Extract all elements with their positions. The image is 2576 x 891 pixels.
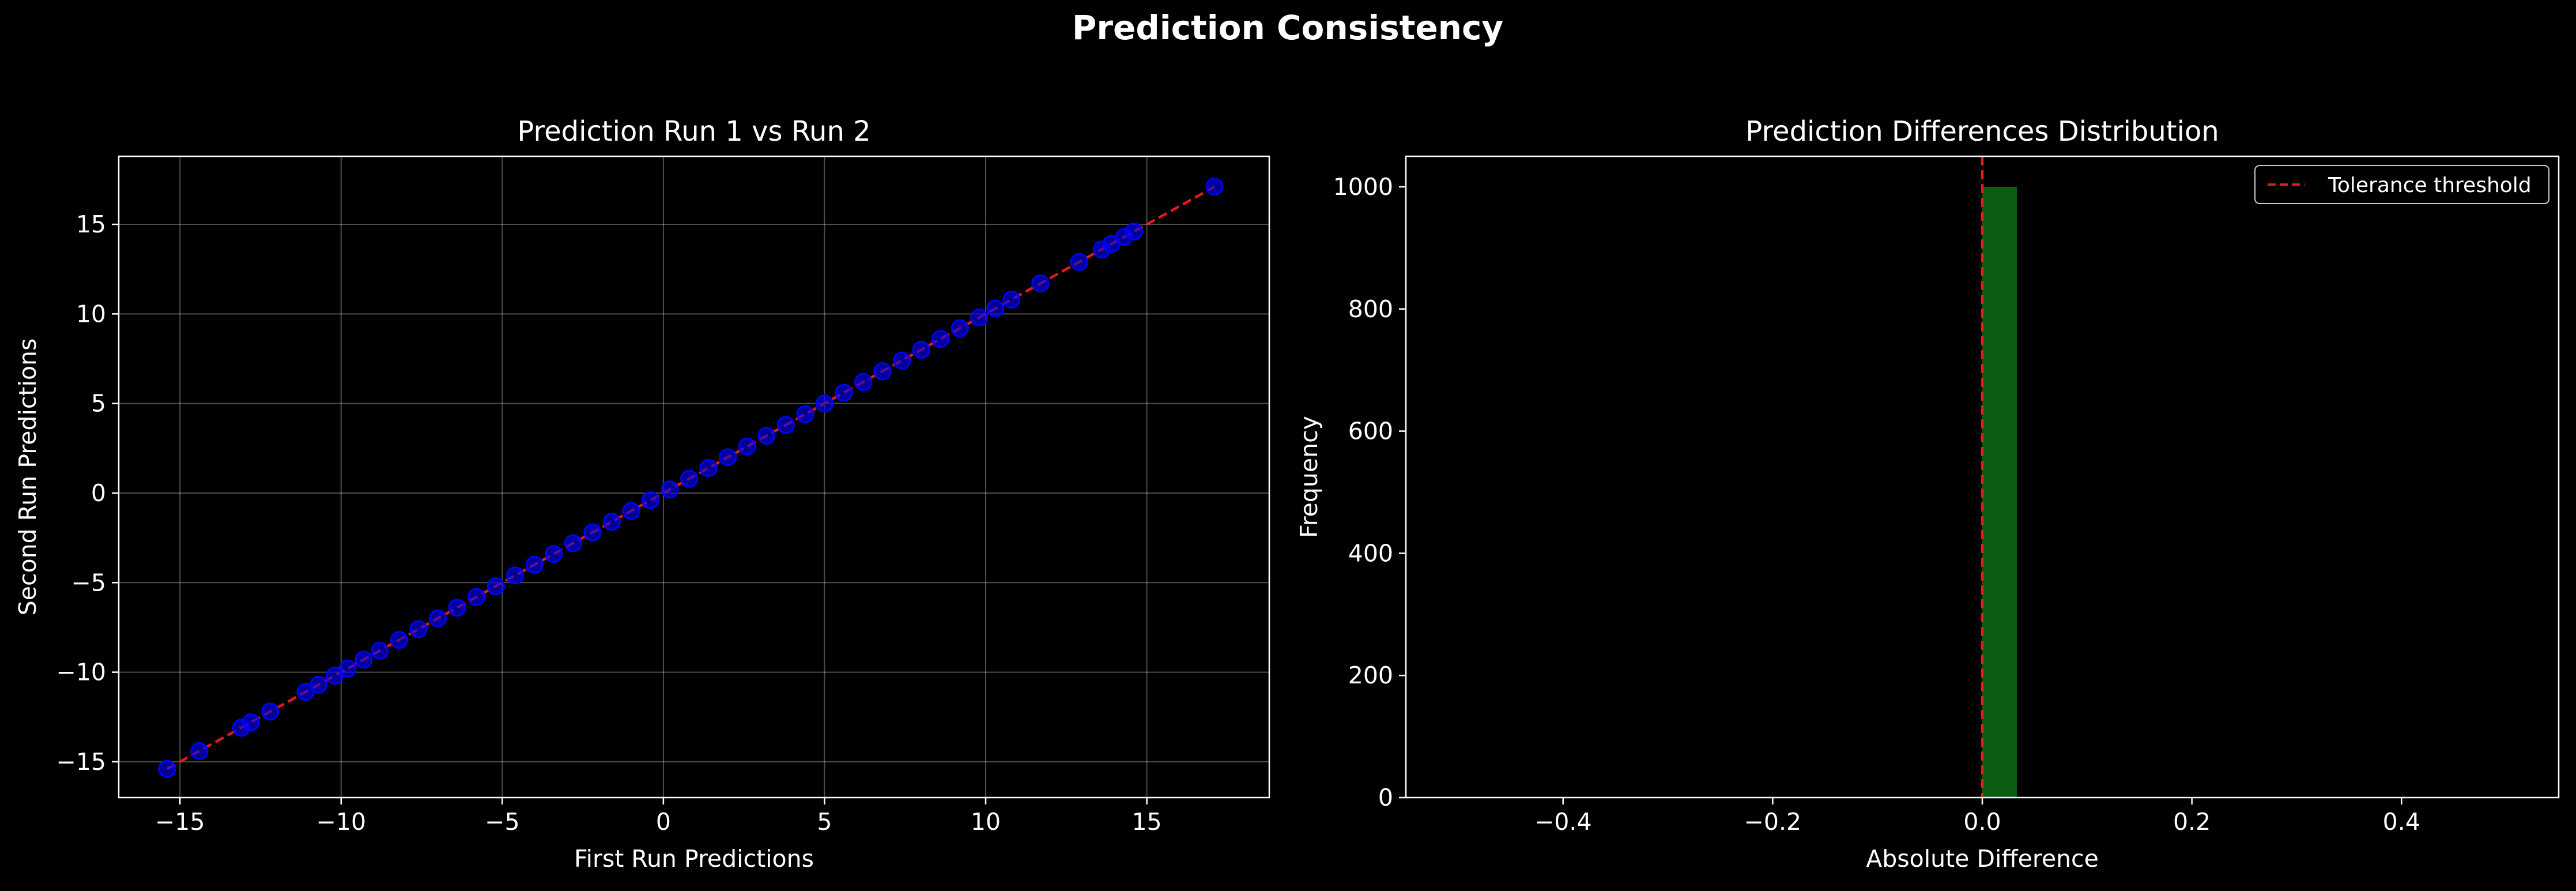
scatter-point	[757, 427, 776, 445]
scatter-point	[261, 702, 280, 721]
scatter-point	[467, 588, 486, 606]
histogram-y-tick-label: 1000	[1333, 173, 1393, 201]
scatter-point	[338, 659, 357, 678]
scatter-point	[354, 651, 373, 669]
histogram-bar	[1982, 186, 2017, 798]
scatter-point	[1125, 222, 1143, 240]
scatter-point	[506, 566, 525, 585]
scatter-x-tick-label: −15	[155, 808, 205, 836]
figure-suptitle: Prediction Consistency	[1072, 8, 1503, 47]
histogram-y-tick-label: 200	[1348, 661, 1393, 689]
scatter-point	[390, 631, 408, 649]
legend-label: Tolerance threshold	[2328, 174, 2532, 197]
scatter-y-tick-label: −15	[56, 748, 106, 776]
scatter-panel: Prediction Run 1 vs Run 2 −15 −10 −5 0 5 10 15…	[14, 115, 1270, 873]
legend-box	[2254, 165, 2549, 204]
histogram-x-tick-label: 0.4	[2383, 808, 2420, 836]
scatter-point	[409, 620, 428, 638]
histogram-y-tick-label: 800	[1348, 295, 1393, 323]
scatter-x-tick-label: −5	[485, 808, 519, 836]
scatter-point	[525, 555, 544, 574]
scatter-x-tick-label: 0	[656, 808, 671, 836]
scatter-y-tick-label: 10	[76, 300, 106, 328]
histogram-x-ticks: −0.4 −0.2 0.0 0.2 0.4	[1534, 798, 2420, 836]
scatter-point	[854, 373, 873, 391]
scatter-x-axis-label: First Run Predictions	[574, 845, 814, 873]
scatter-y-tick-label: 15	[76, 210, 106, 238]
scatter-point	[1070, 253, 1088, 271]
scatter-point	[545, 545, 563, 563]
scatter-y-tick-label: −5	[71, 569, 106, 596]
scatter-y-tick-label: 5	[91, 390, 106, 418]
scatter-x-ticks: −15 −10 −5 0 5 10 15	[155, 798, 1162, 836]
scatter-x-tick-label: 10	[971, 808, 1001, 836]
histogram-y-ticks: 0 200 400 600 800 1000	[1333, 173, 1406, 811]
histogram-y-tick-label: 400	[1348, 539, 1393, 567]
scatter-x-tick-label: 5	[817, 808, 832, 836]
scatter-point	[951, 319, 969, 337]
scatter-point	[776, 416, 795, 434]
histogram-title: Prediction Differences Distribution	[1745, 115, 2219, 148]
scatter-x-tick-label: 15	[1132, 808, 1161, 836]
scatter-point	[1205, 178, 1224, 196]
scatter-point	[680, 469, 699, 488]
histogram-x-tick-label: 0.0	[1963, 808, 2001, 836]
scatter-title: Prediction Run 1 vs Run 2	[517, 115, 870, 148]
scatter-point	[564, 534, 582, 552]
histogram-y-axis-label: Frequency	[1295, 416, 1323, 538]
scatter-point	[190, 742, 209, 760]
scatter-point	[986, 299, 1005, 318]
scatter-point	[486, 577, 505, 595]
scatter-point	[1002, 290, 1021, 309]
histogram-x-axis-label: Absolute Difference	[1866, 845, 2099, 873]
histogram-x-tick-label: 0.2	[2173, 808, 2211, 836]
histogram-legend: Tolerance threshold	[2254, 165, 2549, 204]
scatter-point	[602, 513, 621, 531]
histogram-x-tick-label: −0.4	[1534, 808, 1592, 836]
scatter-point	[158, 760, 176, 778]
scatter-plot-frame	[118, 155, 1270, 799]
histogram-bars	[1982, 186, 2017, 798]
scatter-point	[661, 480, 679, 499]
scatter-point	[242, 713, 260, 732]
scatter-point	[699, 458, 718, 477]
scatter-point	[873, 362, 892, 381]
scatter-point	[1031, 275, 1050, 293]
scatter-point	[815, 394, 833, 413]
scatter-point	[719, 448, 737, 467]
scatter-point	[371, 641, 389, 660]
scatter-point	[931, 330, 950, 348]
histogram-panel: Prediction Differences Distribution −0.4…	[1295, 115, 2560, 873]
scatter-y-tick-label: 0	[91, 479, 106, 507]
histogram-x-tick-label: −0.2	[1744, 808, 1802, 836]
scatter-point	[448, 599, 466, 617]
scatter-point	[835, 384, 853, 402]
scatter-point	[796, 405, 814, 423]
scatter-point	[912, 340, 930, 359]
scatter-point	[429, 609, 447, 627]
scatter-y-ticks: −15 −10 −5 0 5 10 15	[56, 210, 119, 776]
histogram-y-tick-label: 600	[1348, 418, 1393, 445]
scatter-point	[583, 523, 602, 542]
scatter-point	[642, 491, 660, 509]
scatter-point	[310, 675, 328, 694]
scatter-y-axis-label: Second Run Predictions	[14, 339, 42, 616]
scatter-y-tick-label: −10	[56, 659, 106, 686]
histogram-y-tick-label: 0	[1378, 784, 1393, 811]
scatter-x-tick-label: −10	[316, 808, 367, 836]
scatter-point	[970, 309, 989, 327]
scatter-point	[893, 351, 911, 370]
scatter-point	[738, 437, 756, 456]
scatter-points	[158, 178, 1224, 778]
scatter-grid	[119, 156, 1269, 798]
scatter-point	[622, 502, 640, 520]
